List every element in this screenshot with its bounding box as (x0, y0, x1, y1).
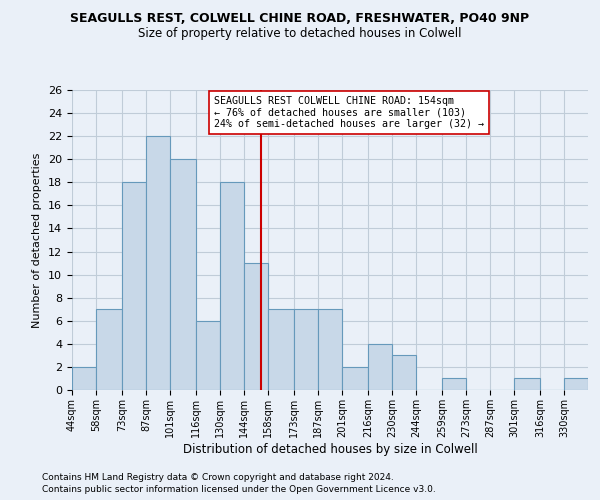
Bar (514, 378, 540, 390)
Bar (146, 136, 170, 390)
Bar (342, 367, 368, 390)
Bar (368, 344, 392, 390)
Bar (170, 159, 196, 390)
Text: SEAGULLS REST COLWELL CHINE ROAD: 154sqm
← 76% of detached houses are smaller (1: SEAGULLS REST COLWELL CHINE ROAD: 154sqm… (214, 96, 484, 129)
Text: SEAGULLS REST, COLWELL CHINE ROAD, FRESHWATER, PO40 9NP: SEAGULLS REST, COLWELL CHINE ROAD, FRESH… (70, 12, 530, 26)
Bar (392, 356, 416, 390)
Text: Size of property relative to detached houses in Colwell: Size of property relative to detached ho… (138, 28, 462, 40)
Bar (122, 182, 146, 390)
Bar (96, 309, 122, 390)
Y-axis label: Number of detached properties: Number of detached properties (32, 152, 43, 328)
Text: Distribution of detached houses by size in Colwell: Distribution of detached houses by size … (182, 442, 478, 456)
Bar (442, 378, 466, 390)
Bar (564, 378, 588, 390)
Bar (220, 182, 244, 390)
Bar (318, 309, 342, 390)
Bar (72, 367, 96, 390)
Bar (294, 309, 318, 390)
Bar (244, 263, 268, 390)
Bar (268, 309, 294, 390)
Bar (196, 321, 220, 390)
Text: Contains public sector information licensed under the Open Government Licence v3: Contains public sector information licen… (42, 485, 436, 494)
Text: Contains HM Land Registry data © Crown copyright and database right 2024.: Contains HM Land Registry data © Crown c… (42, 472, 394, 482)
